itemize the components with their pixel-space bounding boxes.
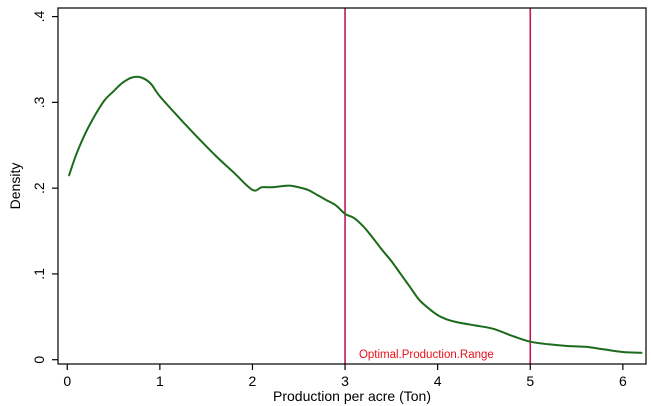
series-layer bbox=[68, 75, 643, 354]
y-tick-label-0: 0 bbox=[31, 356, 47, 364]
y-axis-title: Density bbox=[7, 163, 23, 210]
x-axis-title: Production per acre (Ton) bbox=[273, 388, 431, 404]
y-tick-label-4: .4 bbox=[31, 11, 47, 23]
density-line-0 bbox=[68, 75, 643, 354]
y-tick-label-1: .1 bbox=[31, 268, 47, 280]
y-tick-label-2: .2 bbox=[31, 182, 47, 194]
x-tick-label-0: 0 bbox=[63, 373, 71, 389]
x-tick-label-4: 4 bbox=[434, 373, 442, 389]
y-tick-label-3: .3 bbox=[31, 96, 47, 108]
y-axis: 0 .1 .2 .3 .4 bbox=[31, 11, 58, 364]
optimal-range-annotation: Optimal.Production.Range bbox=[359, 349, 494, 361]
x-tick-label-3: 3 bbox=[341, 373, 349, 389]
x-tick-label-1: 1 bbox=[156, 373, 164, 389]
x-tick-label-6: 6 bbox=[619, 373, 627, 389]
x-tick-label-2: 2 bbox=[249, 373, 257, 389]
x-tick-label-5: 5 bbox=[526, 373, 534, 389]
plot-area-frame bbox=[57, 7, 647, 365]
x-axis: 0 1 2 3 4 5 6 bbox=[63, 364, 627, 389]
reference-lines bbox=[344, 8, 532, 364]
